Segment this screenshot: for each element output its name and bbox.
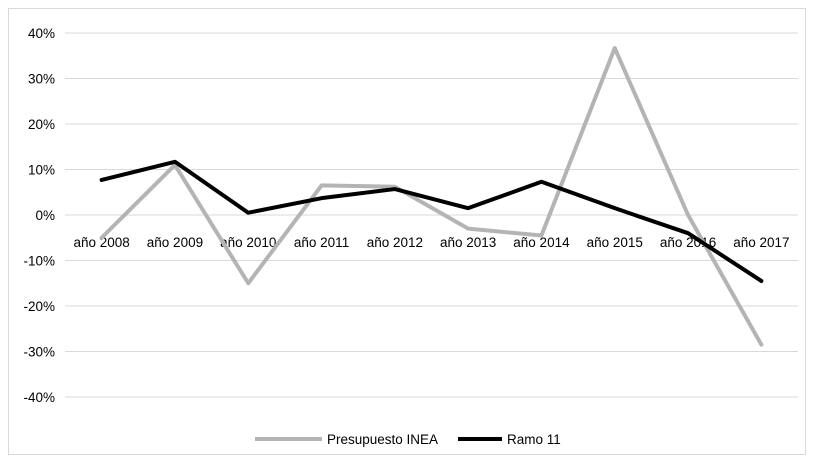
y-axis-ticks: 40% 30% 20% 10% 0% -10% -20% -30% -40% <box>23 26 55 405</box>
series-line-presupuesto-inea <box>102 48 762 345</box>
x-tick-label: año 2012 <box>367 235 423 250</box>
series-line-ramo-11 <box>102 162 762 281</box>
x-tick-label: año 2015 <box>587 235 643 250</box>
y-tick-label: 40% <box>28 26 55 41</box>
y-tick-label: -20% <box>23 299 55 314</box>
legend-label: Presupuesto INEA <box>327 432 438 447</box>
x-tick-label: año 2009 <box>147 235 203 250</box>
y-tick-label: 30% <box>28 72 55 87</box>
y-tick-label: -40% <box>23 390 55 405</box>
y-tick-label: 0% <box>35 208 55 223</box>
series-lines <box>102 48 762 345</box>
x-tick-label: año 2013 <box>440 235 496 250</box>
legend-label: Ramo 11 <box>507 432 561 447</box>
x-tick-label: año 2017 <box>733 235 789 250</box>
y-tick-label: 20% <box>28 117 55 132</box>
legend: Presupuesto INEA Ramo 11 <box>255 432 561 447</box>
y-tick-label: -30% <box>23 345 55 360</box>
y-tick-label: -10% <box>23 254 55 269</box>
x-axis-ticks: año 2008 año 2009 año 2010 año 2011 año 2012… <box>73 235 789 250</box>
y-tick-label: 10% <box>28 163 55 178</box>
x-tick-label: año 2011 <box>294 235 349 250</box>
